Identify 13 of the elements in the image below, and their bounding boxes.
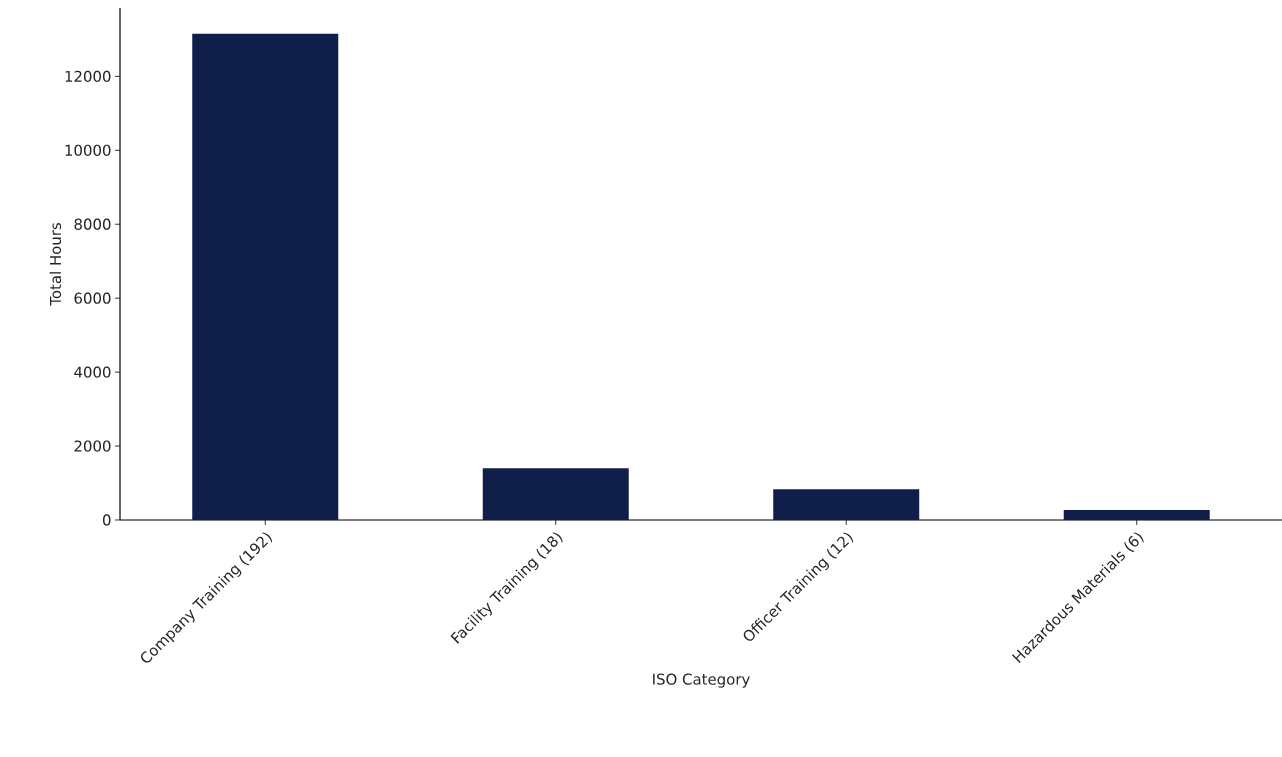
bar <box>773 489 920 520</box>
x-axis-title: ISO Category <box>653 673 750 688</box>
y-axis-title: Total Hours <box>49 223 62 306</box>
y-tick-label: 0 <box>102 514 111 526</box>
bar <box>192 33 339 520</box>
bar <box>482 468 629 520</box>
y-tick-label: 6000 <box>74 292 111 304</box>
y-tick-label: 10000 <box>65 144 111 156</box>
y-tick-label: 2000 <box>74 440 111 452</box>
bar <box>1063 510 1210 520</box>
y-tick-label: 8000 <box>74 218 111 230</box>
y-tick-label: 4000 <box>74 366 111 378</box>
y-tick-label: 12000 <box>65 70 111 83</box>
